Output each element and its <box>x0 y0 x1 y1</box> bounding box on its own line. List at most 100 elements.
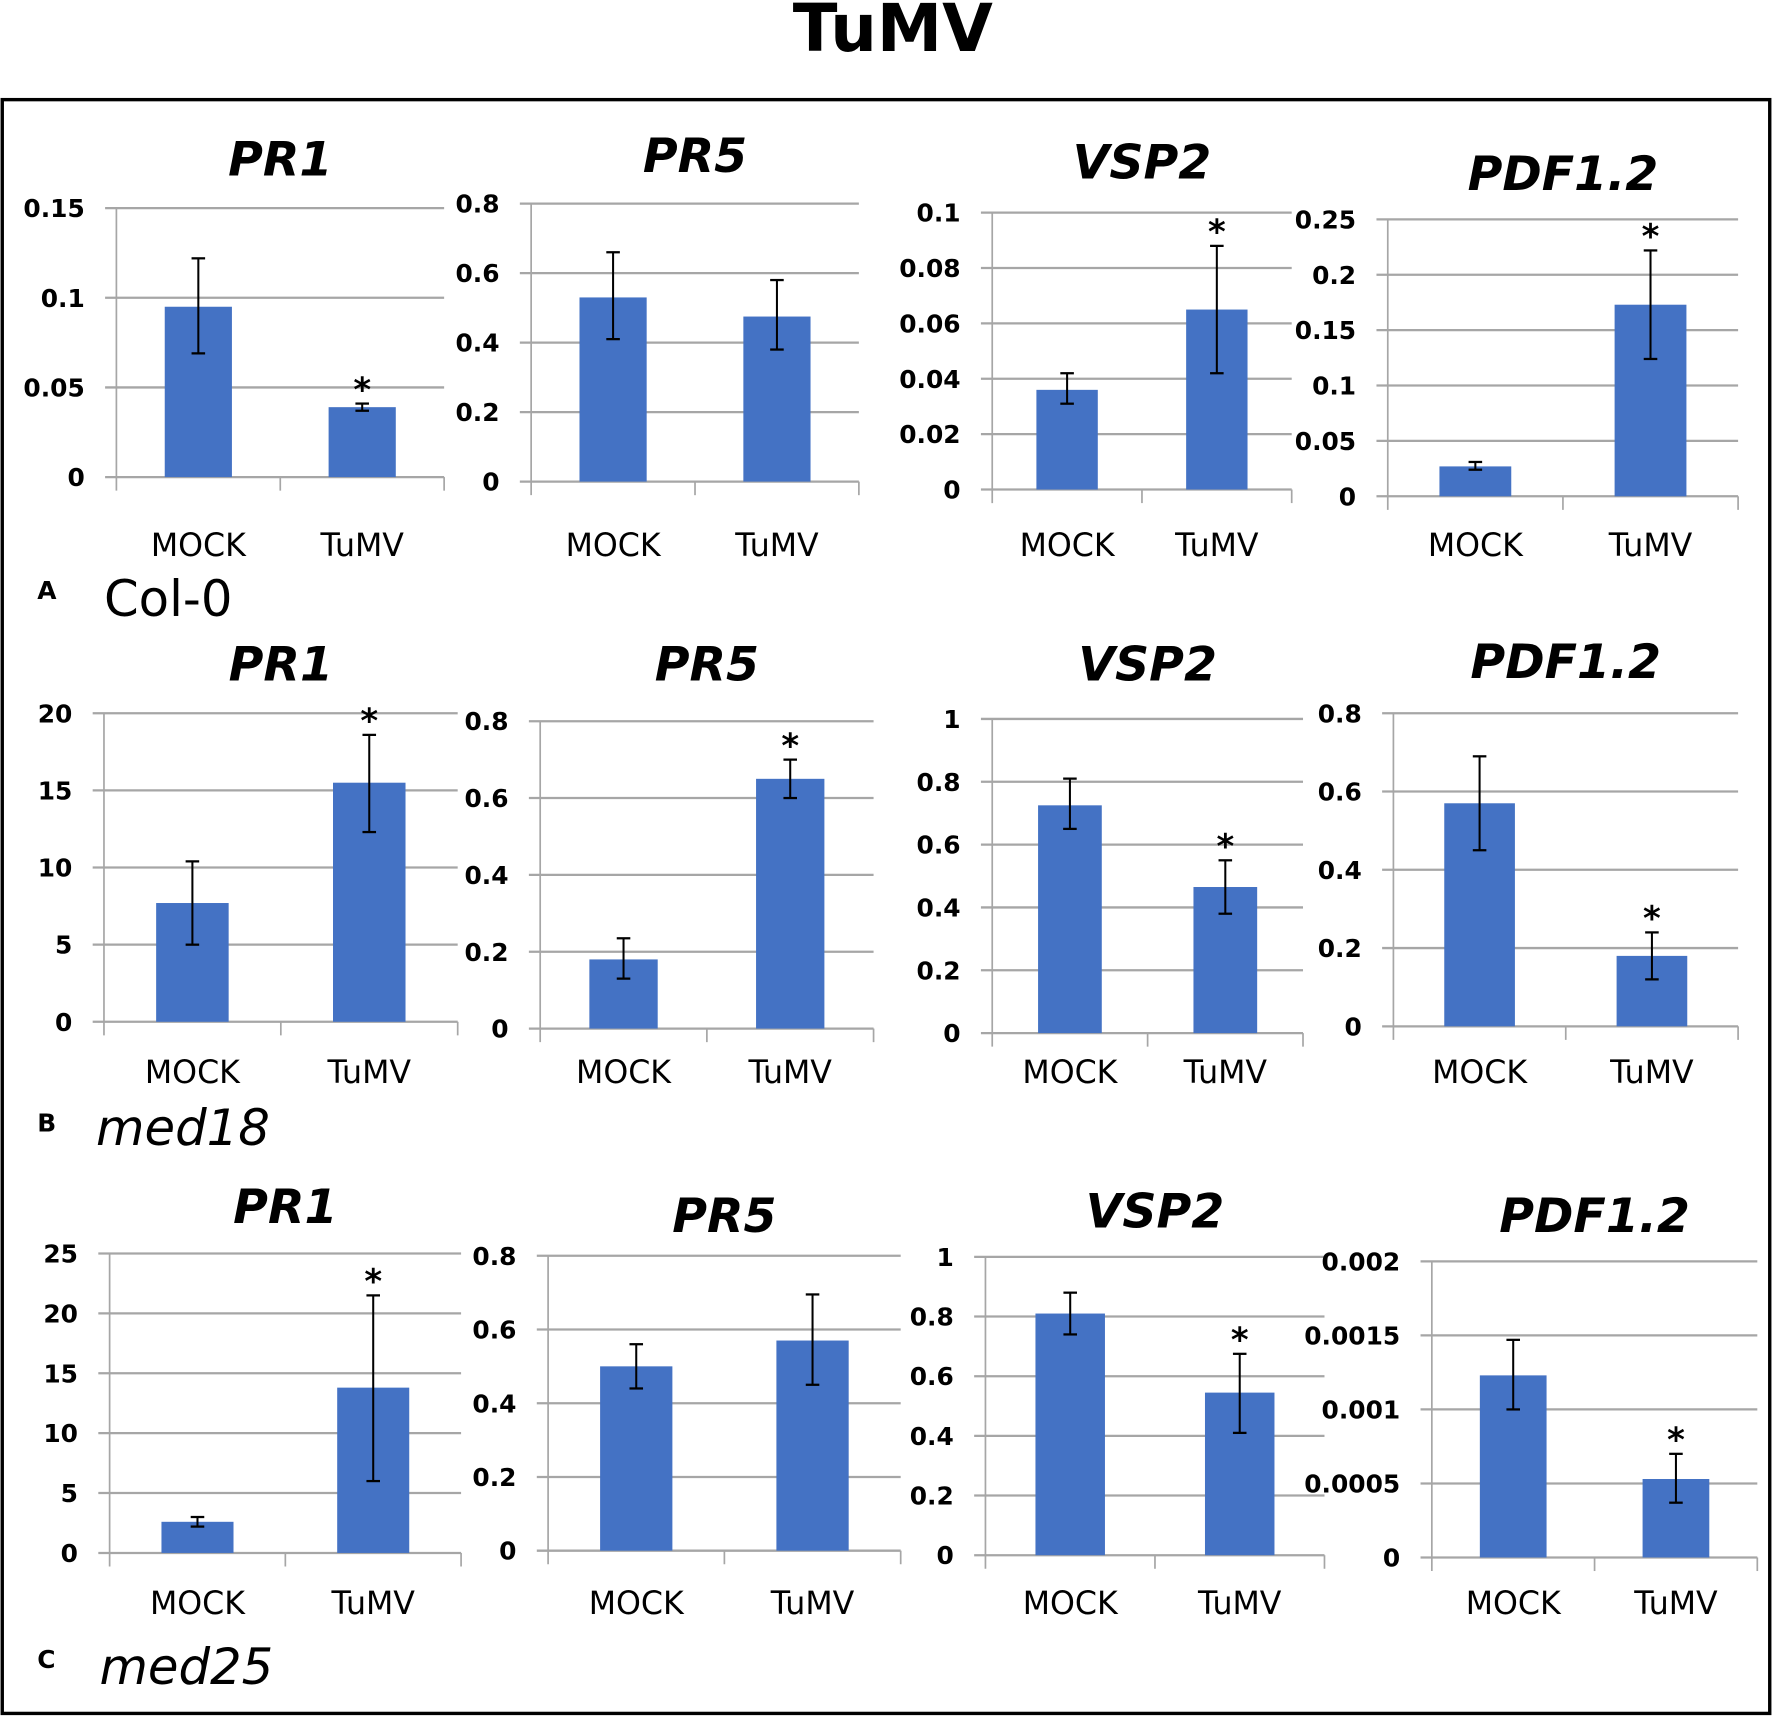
y-tick-label: 0.4 <box>472 1389 516 1418</box>
chart-a-pr1: PR1 0 0.05 0.1 0.15 MOCK * TuMV <box>23 132 445 564</box>
y-tick-label: 20 <box>38 699 73 728</box>
chart-b-pdf12: PDF1.2 0 0.2 0.4 0.6 0.8 MOCK * TuMV <box>1318 635 1739 1091</box>
y-tick-label: 0 <box>1344 1012 1361 1041</box>
panel-genotype: Col-0 <box>104 570 233 628</box>
x-category-label: TuMV <box>770 1586 855 1622</box>
y-tick-label: 0 <box>482 468 499 497</box>
chart-b-vsp2: VSP2 0 0.2 0.4 0.6 0.8 1 MOCK * TuMV <box>917 638 1304 1091</box>
figure-border <box>0 97 1772 1716</box>
x-category-label: TuMV <box>1183 1055 1268 1091</box>
chart-a-vsp2: VSP2 0 0.02 0.04 0.06 0.08 0.1 MOCK * TuMV <box>899 136 1293 564</box>
x-category-label: TuMV <box>1608 528 1693 564</box>
x-category-label: MOCK <box>576 1055 672 1091</box>
y-tick-label: 0.15 <box>23 194 84 223</box>
chart-title: PDF1.2 <box>1470 635 1661 690</box>
x-category-label: MOCK <box>1428 528 1524 564</box>
x-category-label: TuMV <box>1197 1586 1282 1622</box>
x-category-label: TuMV <box>1609 1055 1694 1091</box>
y-tick-label: 0.6 <box>455 259 499 288</box>
panel-c-label: C med25 <box>37 1638 273 1696</box>
chart-c-pr5: PR5 0 0.2 0.4 0.6 0.8 MOCK TuMV <box>472 1189 902 1622</box>
y-tick-label: 0.8 <box>1318 699 1362 728</box>
significance-asterisk: * <box>781 726 799 765</box>
figure-title: TuMV <box>793 0 993 67</box>
chart-title: PR5 <box>643 129 747 184</box>
y-tick-label: 5 <box>61 1479 78 1508</box>
y-tick-label: 20 <box>43 1299 78 1328</box>
y-tick-label: 0.1 <box>41 284 85 313</box>
chart-title: PDF1.2 <box>1499 1189 1690 1244</box>
significance-asterisk: * <box>1216 827 1234 866</box>
x-category-label: TuMV <box>327 1055 412 1091</box>
y-tick-label: 0 <box>943 1019 960 1048</box>
x-category-label: TuMV <box>747 1055 832 1091</box>
y-tick-label: 0.8 <box>917 768 961 797</box>
y-tick-label: 0.6 <box>910 1362 954 1391</box>
y-tick-label: 0.6 <box>917 831 961 860</box>
chart-title: VSP2 <box>1073 136 1212 191</box>
x-category-label: MOCK <box>1022 1055 1118 1091</box>
y-tick-label: 25 <box>43 1240 78 1269</box>
y-tick-label: 0 <box>55 1008 72 1037</box>
panel-letter: B <box>37 1108 56 1137</box>
panel-genotype: med25 <box>99 1638 273 1696</box>
chart-title: PR5 <box>672 1189 776 1244</box>
y-tick-label: 0.6 <box>1318 778 1362 807</box>
chart-title: PDF1.2 <box>1468 147 1659 202</box>
x-category-label: TuMV <box>1633 1586 1718 1622</box>
x-category-label: TuMV <box>1174 528 1259 564</box>
panel-b-label: B med18 <box>37 1099 270 1157</box>
y-tick-label: 0.0005 <box>1304 1469 1400 1498</box>
chart-title: VSP2 <box>1086 1184 1225 1239</box>
y-tick-label: 0.4 <box>455 329 499 358</box>
chart-b-pr5: PR5 0 0.2 0.4 0.6 0.8 MOCK * TuMV <box>464 638 875 1091</box>
y-tick-label: 0 <box>1339 482 1356 511</box>
y-tick-label: 0 <box>936 1541 953 1570</box>
y-tick-label: 0.8 <box>464 707 508 736</box>
y-tick-label: 0.002 <box>1322 1247 1401 1276</box>
chart-a-pdf12: PDF1.2 0 0.05 0.1 0.15 0.2 0.25 MOCK * TuMV <box>1295 147 1739 564</box>
significance-asterisk: * <box>1642 217 1660 256</box>
y-tick-label: 0 <box>499 1537 516 1566</box>
significance-asterisk: * <box>360 702 378 741</box>
chart-a-pr5: PR5 0 0.2 0.4 0.6 0.8 MOCK TuMV <box>455 129 860 564</box>
y-tick-label: 0 <box>943 476 960 505</box>
y-tick-label: 0.6 <box>464 784 508 813</box>
chart-title: PR1 <box>233 1180 337 1235</box>
y-tick-label: 0.2 <box>1318 934 1362 963</box>
y-tick-label: 0.001 <box>1322 1395 1401 1424</box>
x-category-label: MOCK <box>1023 1586 1119 1622</box>
y-tick-label: 0.6 <box>472 1316 516 1345</box>
x-category-label: MOCK <box>566 528 662 564</box>
x-category-label: MOCK <box>151 528 247 564</box>
y-tick-label: 0.08 <box>899 254 960 283</box>
x-category-label: MOCK <box>589 1586 685 1622</box>
y-tick-label: 0.05 <box>23 373 84 402</box>
significance-asterisk: * <box>364 1262 382 1301</box>
y-tick-label: 0.2 <box>455 398 499 427</box>
x-category-label: TuMV <box>330 1586 415 1622</box>
y-tick-label: 0.2 <box>472 1463 516 1492</box>
y-tick-label: 0 <box>67 463 84 492</box>
y-tick-label: 0.15 <box>1295 316 1356 345</box>
y-tick-label: 0.02 <box>899 420 960 449</box>
y-tick-label: 0.1 <box>1312 372 1356 401</box>
y-tick-label: 0.8 <box>472 1242 516 1271</box>
y-tick-label: 0 <box>491 1015 508 1044</box>
y-tick-label: 0.04 <box>899 365 960 394</box>
x-category-label: MOCK <box>1432 1055 1528 1091</box>
chart-b-pr1: PR1 0 5 10 15 20 MOCK * TuMV <box>38 638 459 1091</box>
y-tick-label: 15 <box>43 1359 78 1388</box>
chart-title: PR1 <box>228 132 332 187</box>
y-tick-label: 0.4 <box>917 893 961 922</box>
y-tick-label: 0.2 <box>917 956 961 985</box>
y-tick-label: 0.8 <box>910 1303 954 1332</box>
y-tick-label: 0.2 <box>464 938 508 967</box>
chart-c-pr1: PR1 0 5 10 15 20 25 MOCK * TuMV <box>43 1180 462 1622</box>
y-tick-label: 0.0015 <box>1304 1321 1400 1350</box>
y-tick-label: 0.2 <box>1312 261 1356 290</box>
significance-asterisk: * <box>1231 1321 1249 1360</box>
y-tick-label: 0.1 <box>917 199 961 228</box>
x-category-label: MOCK <box>145 1055 241 1091</box>
